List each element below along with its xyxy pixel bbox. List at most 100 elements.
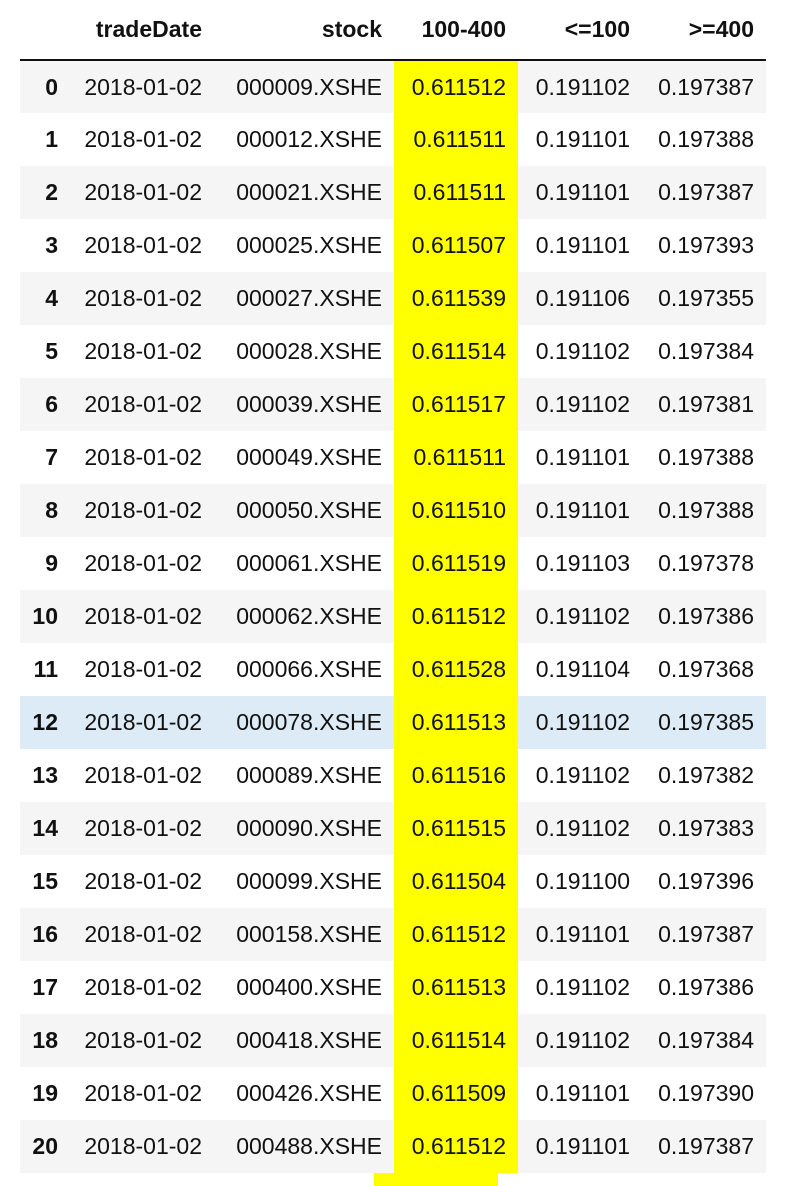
cell-stock: 000062.XSHE: [214, 590, 394, 643]
cell-le-100: 0.191101: [518, 908, 642, 961]
cell-ge-400: 0.197355: [642, 272, 766, 325]
cell-ge-400: 0.197368: [642, 643, 766, 696]
header-index: [20, 0, 64, 61]
cell-ge-400: 0.197378: [642, 537, 766, 590]
cell-ge-400: 0.197385: [642, 696, 766, 749]
cell-le-100: 0.191104: [518, 643, 642, 696]
cell-ge-400: 0.197388: [642, 113, 766, 166]
cell-le-100: 0.191102: [518, 590, 642, 643]
cell-tradedate: 2018-01-02: [64, 696, 214, 749]
table-header: tradeDate stock 100-400 <=100 >=400: [20, 0, 766, 61]
cell-le-100: 0.191101: [518, 484, 642, 537]
header-row: tradeDate stock 100-400 <=100 >=400: [20, 0, 766, 61]
cell-100-400: 0.611511: [394, 113, 518, 166]
table-row: 5 2018-01-02 000028.XSHE 0.611514 0.191102 0.…: [20, 325, 766, 378]
row-index: 8: [20, 484, 64, 537]
cell-ge-400: 0.197383: [642, 802, 766, 855]
table-row: 19 2018-01-02 000426.XSHE 0.611509 0.191101 0…: [20, 1067, 766, 1120]
cell-100-400: 0.611512: [394, 60, 518, 113]
cell-ge-400: 0.197382: [642, 749, 766, 802]
cell-ge-400: 0.197381: [642, 378, 766, 431]
table-row: 3 2018-01-02 000025.XSHE 0.611507 0.191101 0.…: [20, 219, 766, 272]
cell-stock: 000400.XSHE: [214, 961, 394, 1014]
row-index: 13: [20, 749, 64, 802]
cell-tradedate: 2018-01-02: [64, 325, 214, 378]
cell-le-100: 0.191106: [518, 272, 642, 325]
cell-tradedate: 2018-01-02: [64, 643, 214, 696]
cell-100-400: 0.611513: [394, 961, 518, 1014]
row-index: 16: [20, 908, 64, 961]
row-index: 15: [20, 855, 64, 908]
cell-stock: 000028.XSHE: [214, 325, 394, 378]
row-index: 17: [20, 961, 64, 1014]
table-row: 1 2018-01-02 000012.XSHE 0.611511 0.191101 0.…: [20, 113, 766, 166]
cell-stock: 000488.XSHE: [214, 1120, 394, 1173]
cell-stock: 000089.XSHE: [214, 749, 394, 802]
cell-tradedate: 2018-01-02: [64, 113, 214, 166]
dataframe-table: tradeDate stock 100-400 <=100 >=400 0 201…: [20, 0, 766, 1173]
cell-le-100: 0.191103: [518, 537, 642, 590]
cell-ge-400: 0.197384: [642, 1014, 766, 1067]
cell-100-400: 0.611512: [394, 590, 518, 643]
cell-le-100: 0.191101: [518, 431, 642, 484]
cell-tradedate: 2018-01-02: [64, 908, 214, 961]
row-index: 4: [20, 272, 64, 325]
cell-ge-400: 0.197386: [642, 961, 766, 1014]
cell-ge-400: 0.197393: [642, 219, 766, 272]
row-index: 12: [20, 696, 64, 749]
table-row: 2 2018-01-02 000021.XSHE 0.611511 0.191101 0.…: [20, 166, 766, 219]
cell-le-100: 0.191102: [518, 325, 642, 378]
table-row: 16 2018-01-02 000158.XSHE 0.611512 0.191101 0…: [20, 908, 766, 961]
cell-tradedate: 2018-01-02: [64, 537, 214, 590]
table-row: 14 2018-01-02 000090.XSHE 0.611515 0.191102 0…: [20, 802, 766, 855]
header-tradedate: tradeDate: [64, 0, 214, 61]
cell-le-100: 0.191102: [518, 1014, 642, 1067]
cell-stock: 000078.XSHE: [214, 696, 394, 749]
table-row: 10 2018-01-02 000062.XSHE 0.611512 0.191102 0…: [20, 590, 766, 643]
cell-100-400: 0.611513: [394, 696, 518, 749]
cell-stock: 000027.XSHE: [214, 272, 394, 325]
cell-tradedate: 2018-01-02: [64, 431, 214, 484]
header-stock: stock: [214, 0, 394, 61]
cell-100-400: 0.611539: [394, 272, 518, 325]
cell-100-400: 0.611516: [394, 749, 518, 802]
cell-stock: 000099.XSHE: [214, 855, 394, 908]
cell-tradedate: 2018-01-02: [64, 855, 214, 908]
cell-100-400: 0.611507: [394, 219, 518, 272]
row-index: 1: [20, 113, 64, 166]
table-row: 7 2018-01-02 000049.XSHE 0.611511 0.191101 0.…: [20, 431, 766, 484]
row-index: 3: [20, 219, 64, 272]
cell-le-100: 0.191102: [518, 961, 642, 1014]
cell-ge-400: 0.197388: [642, 484, 766, 537]
cell-le-100: 0.191100: [518, 855, 642, 908]
table-row: 6 2018-01-02 000039.XSHE 0.611517 0.191102 0.…: [20, 378, 766, 431]
row-index: 10: [20, 590, 64, 643]
cell-ge-400: 0.197387: [642, 166, 766, 219]
cell-stock: 000050.XSHE: [214, 484, 394, 537]
cell-ge-400: 0.197387: [642, 908, 766, 961]
cell-stock: 000426.XSHE: [214, 1067, 394, 1120]
cell-tradedate: 2018-01-02: [64, 749, 214, 802]
row-index: 0: [20, 60, 64, 113]
table-row: 4 2018-01-02 000027.XSHE 0.611539 0.191106 0.…: [20, 272, 766, 325]
row-index: 18: [20, 1014, 64, 1067]
cell-100-400: 0.611511: [394, 431, 518, 484]
cell-tradedate: 2018-01-02: [64, 219, 214, 272]
cell-le-100: 0.191102: [518, 749, 642, 802]
cell-stock: 000158.XSHE: [214, 908, 394, 961]
cell-100-400: 0.611512: [394, 1120, 518, 1173]
cell-ge-400: 0.197390: [642, 1067, 766, 1120]
table-row: 12 2018-01-02 000078.XSHE 0.611513 0.191102 0…: [20, 696, 766, 749]
table-body: 0 2018-01-02 000009.XSHE 0.611512 0.191102 0.…: [20, 60, 766, 1173]
cell-le-100: 0.191101: [518, 166, 642, 219]
table-row: 18 2018-01-02 000418.XSHE 0.611514 0.191102 0…: [20, 1014, 766, 1067]
cell-stock: 000066.XSHE: [214, 643, 394, 696]
cell-stock: 000012.XSHE: [214, 113, 394, 166]
cell-le-100: 0.191101: [518, 1120, 642, 1173]
row-index: 6: [20, 378, 64, 431]
cell-tradedate: 2018-01-02: [64, 60, 214, 113]
row-index: 14: [20, 802, 64, 855]
cell-stock: 000021.XSHE: [214, 166, 394, 219]
cell-100-400: 0.611515: [394, 802, 518, 855]
cell-ge-400: 0.197387: [642, 1120, 766, 1173]
